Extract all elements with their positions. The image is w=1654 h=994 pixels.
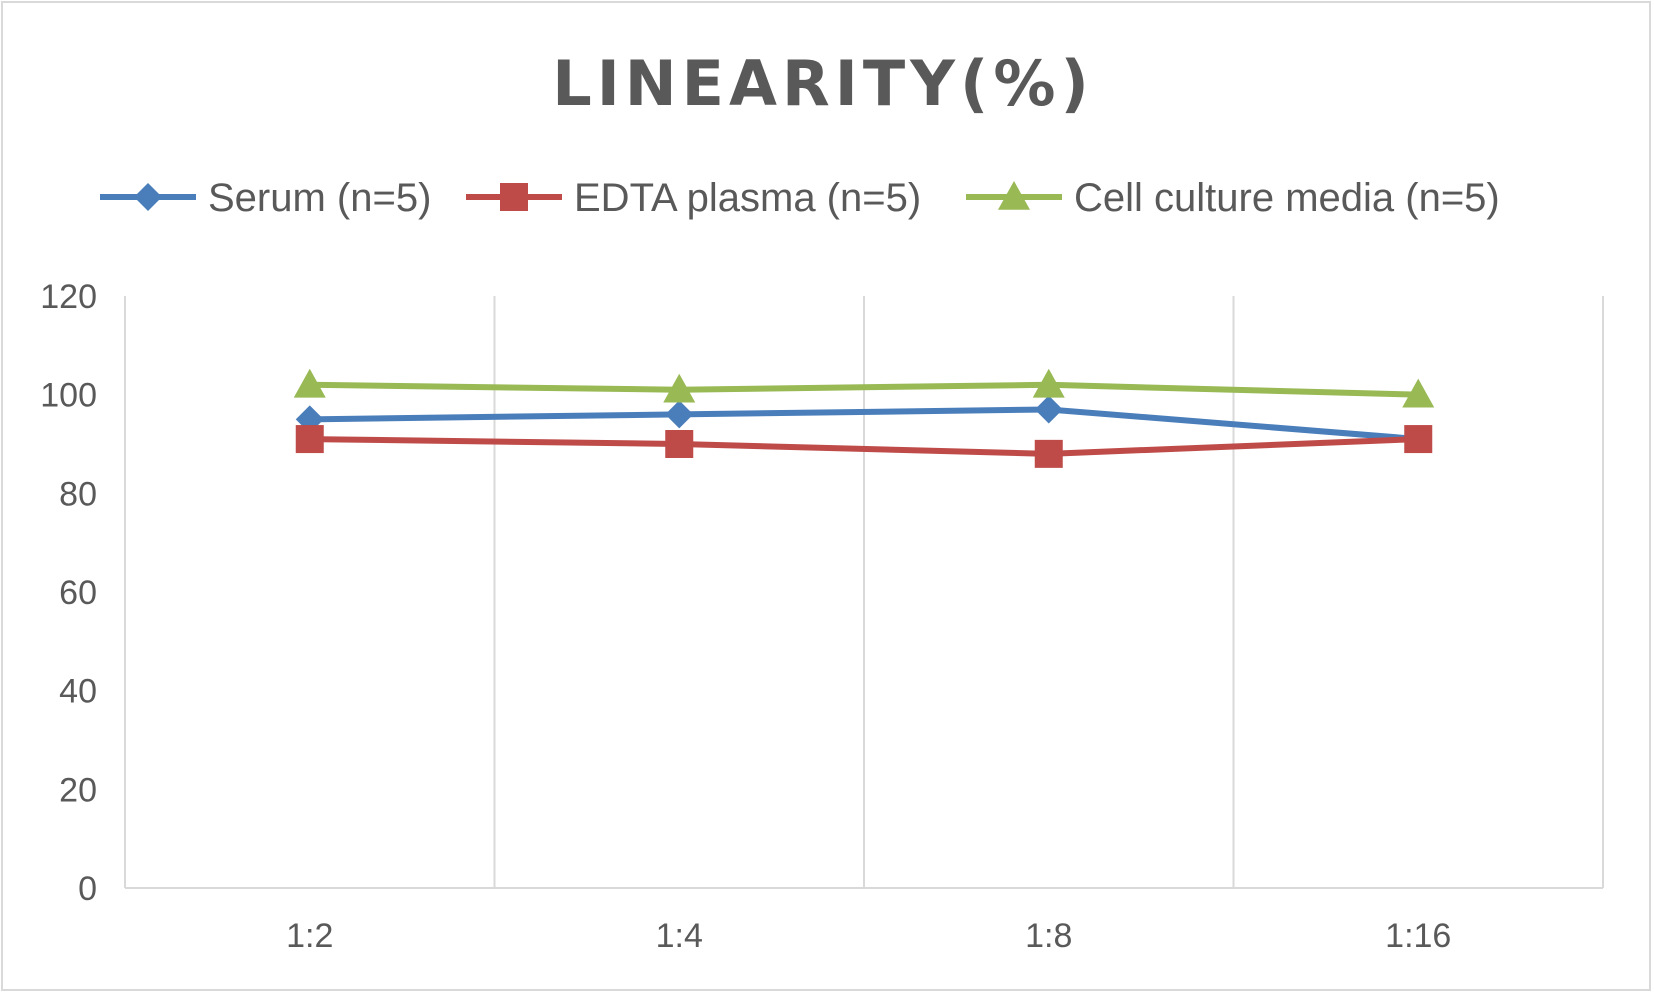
y-tick-label: 120 [40, 278, 97, 316]
legend-label: Cell culture media (n=5) [1074, 176, 1500, 220]
data-point [1034, 439, 1063, 468]
grid-lines [124, 296, 1604, 889]
series-1 [295, 425, 1433, 468]
legend-label: Serum (n=5) [208, 176, 431, 220]
legend-marker [134, 183, 162, 211]
series-line [309, 406, 1419, 443]
legend-label: EDTA plasma (n=5) [574, 176, 921, 220]
data-point [663, 373, 696, 403]
x-tick-label: 1:8 [1025, 917, 1072, 955]
chart-title: LINEARITY(%) [552, 47, 1094, 120]
legend-item: Serum (n=5) [100, 176, 431, 220]
legend-marker [998, 181, 1030, 210]
legend: Serum (n=5) EDTA plasma (n=5) Cell culture… [100, 176, 1500, 220]
legend-item: Cell culture media (n=5) [966, 176, 1500, 220]
data-point [1404, 425, 1433, 454]
data-point [1032, 368, 1065, 398]
data-point [665, 400, 694, 429]
y-axis: 0 20 40 60 80 100 120 [40, 278, 97, 908]
x-tick-label: 1:16 [1385, 917, 1451, 955]
y-tick-label: 60 [59, 574, 97, 612]
data-point [295, 425, 324, 454]
data-point [1402, 378, 1435, 408]
data-point [293, 368, 326, 398]
series-line [309, 436, 1419, 457]
x-tick-label: 1:4 [656, 917, 703, 955]
legend-item: EDTA plasma (n=5) [466, 176, 921, 220]
x-tick-label: 1:2 [286, 917, 333, 955]
y-tick-label: 40 [59, 673, 97, 711]
series-line [309, 381, 1419, 398]
data-point [665, 430, 694, 458]
y-tick-label: 80 [59, 475, 97, 513]
x-axis: 1:2 1:4 1:8 1:16 [286, 917, 1451, 955]
series-group [293, 368, 1435, 468]
data-point [1034, 395, 1063, 424]
legend-marker [500, 183, 528, 211]
y-tick-label: 100 [40, 377, 97, 415]
y-tick-label: 0 [78, 870, 97, 908]
series-2 [293, 368, 1435, 408]
y-tick-label: 20 [59, 771, 97, 809]
